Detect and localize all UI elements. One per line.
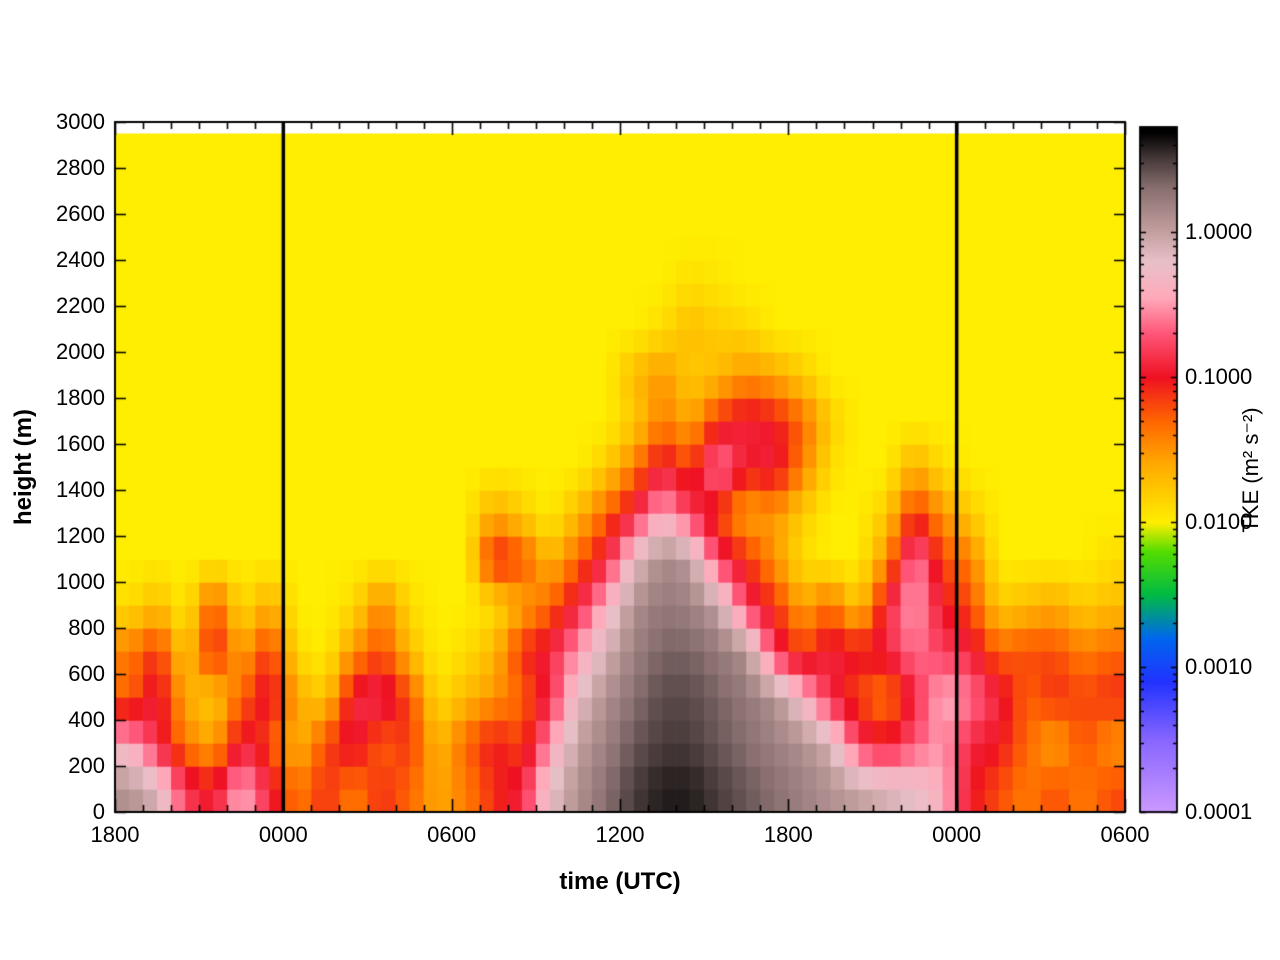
y-tick-label: 400 — [68, 707, 105, 732]
y-tick-label: 1400 — [56, 477, 105, 502]
x-tick-label: 0000 — [258, 822, 308, 847]
colorbar-tick-label: 0.0100 — [1185, 509, 1253, 535]
x-tick-label: 1200 — [595, 822, 645, 847]
y-tick-label: 600 — [68, 661, 105, 686]
y-tick-label: 2600 — [56, 201, 105, 226]
x-tick-label: 0600 — [427, 822, 477, 847]
y-tick-label: 2400 — [56, 247, 105, 272]
x-axis-title: time (UTC) — [559, 868, 681, 895]
y-tick-label: 1000 — [56, 569, 105, 594]
y-tick-label: 1200 — [56, 523, 105, 548]
y-tick-label: 800 — [68, 615, 105, 640]
colorbar-tick-label: 0.0001 — [1185, 799, 1253, 824]
y-tick-label: 200 — [68, 753, 105, 778]
x-tick-label: 0000 — [932, 822, 982, 847]
colorbar-tick-label: 1.0000 — [1185, 219, 1253, 245]
colorbar-tick-label: 0.0010 — [1185, 654, 1253, 680]
y-tick-label: 0 — [92, 799, 105, 824]
y-tick-label: 2000 — [56, 339, 105, 364]
x-tick-label: 1800 — [763, 822, 813, 847]
y-tick-label: 1600 — [56, 431, 105, 456]
y-tick-label: 1800 — [56, 385, 105, 410]
x-tick-label: 1800 — [90, 822, 140, 847]
y-tick-label: 3000 — [56, 109, 105, 134]
y-tick-label: 2800 — [56, 155, 105, 180]
colorbar-tick-label: 0.1000 — [1185, 364, 1253, 390]
x-tick-label: 0600 — [1100, 822, 1150, 847]
y-tick-label: 2200 — [56, 293, 105, 318]
